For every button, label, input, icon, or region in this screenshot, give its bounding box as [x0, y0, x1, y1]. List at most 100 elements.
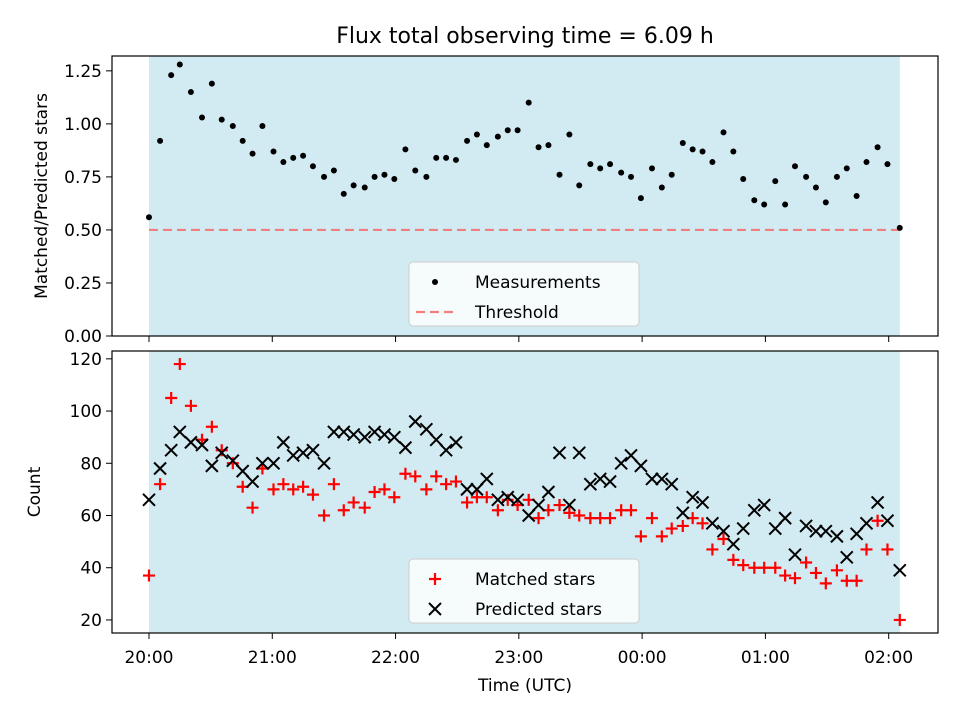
series-measurements	[145, 61, 903, 231]
predicted-point	[870, 495, 885, 510]
measurement-point	[545, 142, 552, 149]
legend-box	[408, 261, 640, 327]
measurement-point	[464, 137, 471, 144]
matched-point	[665, 522, 678, 535]
measurement-point	[361, 184, 368, 191]
measurement-point	[473, 131, 480, 138]
measurement-point	[566, 131, 573, 138]
predicted-point	[286, 448, 300, 463]
legend: Matched stars Predicted stars	[408, 558, 640, 624]
measurement-point	[535, 144, 542, 151]
predicted-point	[429, 433, 443, 447]
measurement-point	[740, 176, 747, 183]
measurement-point	[730, 148, 737, 155]
x-tick-label: 20:00	[124, 648, 173, 668]
y-tick-label: 60	[80, 507, 102, 527]
measurement-point	[168, 72, 175, 79]
measurement-point	[699, 148, 706, 155]
measurement-point	[239, 137, 246, 144]
matched-point	[788, 572, 801, 585]
measurement-point	[658, 184, 665, 191]
predicted-point	[408, 414, 422, 429]
measurement-point	[822, 199, 829, 206]
measurement-point	[402, 146, 409, 153]
predicted-point	[142, 493, 156, 507]
matched-point	[440, 478, 453, 491]
predicted-point	[346, 427, 361, 442]
measurement-point	[423, 173, 430, 180]
predicted-point	[624, 448, 638, 463]
x-tick-label: 00:00	[618, 648, 667, 668]
measurement-point	[187, 89, 194, 96]
matched-point	[706, 543, 719, 556]
matched-point	[267, 483, 280, 496]
measurement-point	[772, 178, 779, 185]
predicted-point	[317, 456, 331, 470]
legend-box	[408, 558, 640, 624]
matched-point	[893, 613, 906, 626]
matched-point	[287, 483, 300, 496]
matched-point	[850, 574, 863, 587]
measurement-point	[648, 165, 655, 172]
matched-point	[696, 517, 709, 530]
legend-label: Measurements	[475, 273, 601, 293]
matched-point	[604, 512, 617, 525]
matched-point	[388, 491, 401, 504]
measurement-point	[145, 214, 152, 221]
axes-frame	[111, 350, 939, 634]
predicted-point	[705, 516, 720, 531]
x-tick-label: 01:00	[741, 648, 790, 668]
measurement-point	[833, 173, 840, 180]
matched-point	[337, 504, 350, 517]
legend-predicted-marker	[428, 602, 442, 616]
measurement-point	[176, 61, 183, 68]
predicted-point	[695, 495, 710, 510]
predicted-point	[799, 519, 813, 533]
matched-point	[378, 483, 391, 496]
predicted-point	[367, 425, 382, 439]
predicted-point	[377, 427, 392, 442]
predicted-point	[676, 506, 690, 520]
measurement-point	[576, 182, 583, 189]
predicted-point	[614, 456, 628, 470]
predicted-point	[235, 464, 250, 478]
predicted-point	[747, 503, 762, 517]
predicted-point	[164, 443, 178, 457]
measurement-point	[300, 152, 307, 159]
measurement-point	[896, 224, 903, 231]
predicted-point	[215, 446, 229, 460]
matched-point	[173, 358, 186, 371]
measurement-point	[270, 148, 277, 155]
matched-point	[860, 543, 873, 556]
predicted-point	[778, 511, 792, 525]
axes-frame	[111, 55, 939, 337]
y-tick-label: 20	[80, 611, 102, 631]
predicted-point	[480, 472, 494, 486]
matched-point	[480, 491, 493, 504]
predicted-point	[830, 529, 844, 544]
measurement-point	[689, 146, 696, 153]
measurement-point	[330, 167, 337, 174]
predicted-point	[531, 498, 546, 512]
measurement-point	[433, 154, 440, 161]
matched-point	[676, 519, 689, 532]
matched-point	[358, 501, 371, 514]
legend-entry: Predicted stars	[428, 600, 602, 620]
series-predicted-stars	[142, 414, 907, 578]
matched-point	[491, 504, 504, 517]
matched-point	[399, 467, 412, 480]
measurement-point	[321, 173, 328, 180]
y-axis-label: Count	[25, 466, 45, 517]
measurement-point	[504, 127, 511, 134]
matched-point	[368, 486, 381, 498]
predicted-point	[184, 435, 198, 450]
predicted-point	[726, 537, 741, 551]
measurement-point	[280, 159, 287, 166]
y-tick-label: 1.00	[64, 115, 102, 135]
measurement-point	[259, 123, 266, 129]
measurement-point	[709, 159, 716, 166]
predicted-point	[306, 443, 320, 457]
predicted-point	[859, 516, 874, 531]
measurement-point	[812, 184, 819, 191]
x-tick-label: 22:00	[371, 648, 420, 668]
